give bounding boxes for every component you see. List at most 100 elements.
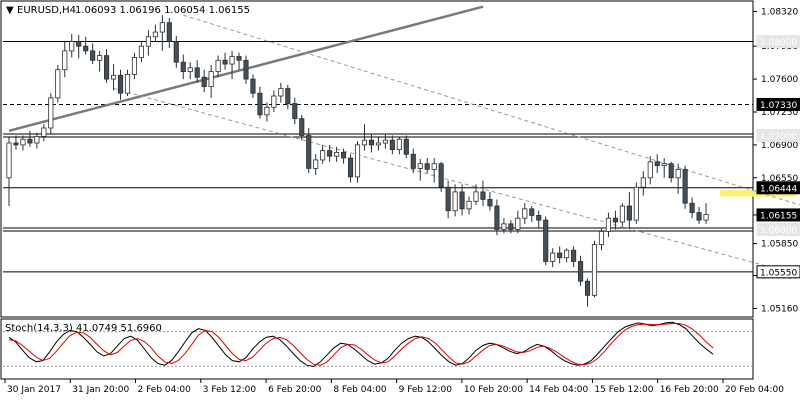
candle[interactable] <box>640 171 646 196</box>
candle[interactable] <box>243 55 249 84</box>
candle[interactable] <box>292 97 298 125</box>
candle[interactable] <box>550 248 556 268</box>
candle[interactable] <box>341 148 347 164</box>
candle[interactable] <box>131 52 138 80</box>
candle[interactable] <box>389 135 395 155</box>
candle[interactable] <box>20 135 26 151</box>
candle[interactable] <box>194 60 200 83</box>
candle[interactable] <box>431 158 437 183</box>
candle[interactable] <box>633 182 639 224</box>
candle[interactable] <box>327 144 333 162</box>
candle[interactable] <box>90 43 96 65</box>
candle[interactable] <box>564 248 570 263</box>
candle[interactable] <box>97 50 103 72</box>
candle[interactable] <box>361 124 368 151</box>
candle[interactable] <box>320 144 326 164</box>
candle[interactable] <box>696 206 702 224</box>
candle[interactable] <box>382 133 388 149</box>
candle[interactable] <box>69 33 75 58</box>
candle[interactable] <box>48 93 54 134</box>
price-tag[interactable]: 1.07330 <box>756 97 800 111</box>
candle[interactable] <box>159 15 165 51</box>
candle[interactable] <box>180 54 186 80</box>
candle[interactable] <box>473 184 479 206</box>
candle[interactable] <box>689 197 695 219</box>
candle[interactable] <box>13 135 19 150</box>
candle[interactable] <box>145 30 151 56</box>
candle[interactable] <box>647 156 653 185</box>
candle[interactable] <box>480 180 486 207</box>
candle[interactable] <box>152 24 158 42</box>
candle[interactable] <box>62 41 68 78</box>
price-tag[interactable]: 1.07000 <box>756 128 800 142</box>
candle[interactable] <box>410 148 416 174</box>
candle[interactable] <box>612 210 618 230</box>
candle[interactable] <box>557 246 563 264</box>
candle[interactable] <box>257 86 263 119</box>
candle[interactable] <box>375 137 381 151</box>
candle[interactable] <box>55 64 61 103</box>
candle[interactable] <box>466 196 472 215</box>
candle[interactable] <box>201 69 207 93</box>
price-tag[interactable]: 1.06444 <box>756 181 800 195</box>
candle[interactable] <box>264 102 270 122</box>
candle[interactable] <box>236 52 242 70</box>
candle[interactable] <box>187 62 193 80</box>
candle[interactable] <box>285 84 291 110</box>
candle[interactable] <box>403 135 409 159</box>
candle[interactable] <box>424 158 430 174</box>
candle[interactable] <box>110 64 117 91</box>
candle[interactable] <box>250 74 256 98</box>
candle[interactable] <box>6 137 12 207</box>
candle[interactable] <box>278 82 284 103</box>
price-tag[interactable]: 1.08000 <box>756 34 800 48</box>
candle[interactable] <box>459 184 465 216</box>
candle[interactable] <box>605 212 612 238</box>
price-tag[interactable]: 1.05550 <box>756 265 800 279</box>
candle[interactable] <box>104 49 110 83</box>
candle[interactable] <box>299 114 305 141</box>
candle[interactable] <box>76 34 82 59</box>
candle[interactable] <box>626 191 632 228</box>
candle[interactable] <box>675 163 681 194</box>
candle[interactable] <box>584 278 591 307</box>
candle[interactable] <box>578 255 584 286</box>
candle[interactable] <box>619 203 625 226</box>
candle[interactable] <box>654 154 660 174</box>
price-tag[interactable]: 1.06000 <box>756 223 800 237</box>
candle[interactable] <box>34 132 40 149</box>
candle[interactable] <box>222 52 228 70</box>
candle[interactable] <box>598 227 605 251</box>
candle[interactable] <box>124 69 131 97</box>
candle[interactable] <box>83 36 89 55</box>
channel-upper-line[interactable] <box>183 14 800 251</box>
candle[interactable] <box>417 159 423 181</box>
candle[interactable] <box>334 146 340 162</box>
candle[interactable] <box>368 133 375 153</box>
candle[interactable] <box>27 130 33 147</box>
candle[interactable] <box>487 191 493 211</box>
candle[interactable] <box>501 218 507 234</box>
candle[interactable] <box>529 206 535 222</box>
candle[interactable] <box>208 64 214 98</box>
candle[interactable] <box>515 210 521 234</box>
candle[interactable] <box>571 246 577 268</box>
candle[interactable] <box>682 165 688 209</box>
candle[interactable] <box>494 199 500 236</box>
candle[interactable] <box>438 161 444 192</box>
candle[interactable] <box>347 154 354 183</box>
candle[interactable] <box>668 161 674 183</box>
candle[interactable] <box>215 55 221 78</box>
candle[interactable] <box>591 240 598 298</box>
candle[interactable] <box>166 17 172 49</box>
candle[interactable] <box>173 35 179 68</box>
candle[interactable] <box>661 158 667 178</box>
candle[interactable] <box>508 220 514 234</box>
candle[interactable] <box>452 184 458 217</box>
candle[interactable] <box>41 124 47 142</box>
candle[interactable] <box>354 141 361 183</box>
candle[interactable] <box>703 203 709 224</box>
candle[interactable] <box>229 50 235 80</box>
dropdown-arrow-icon[interactable]: ▼ <box>6 5 14 16</box>
